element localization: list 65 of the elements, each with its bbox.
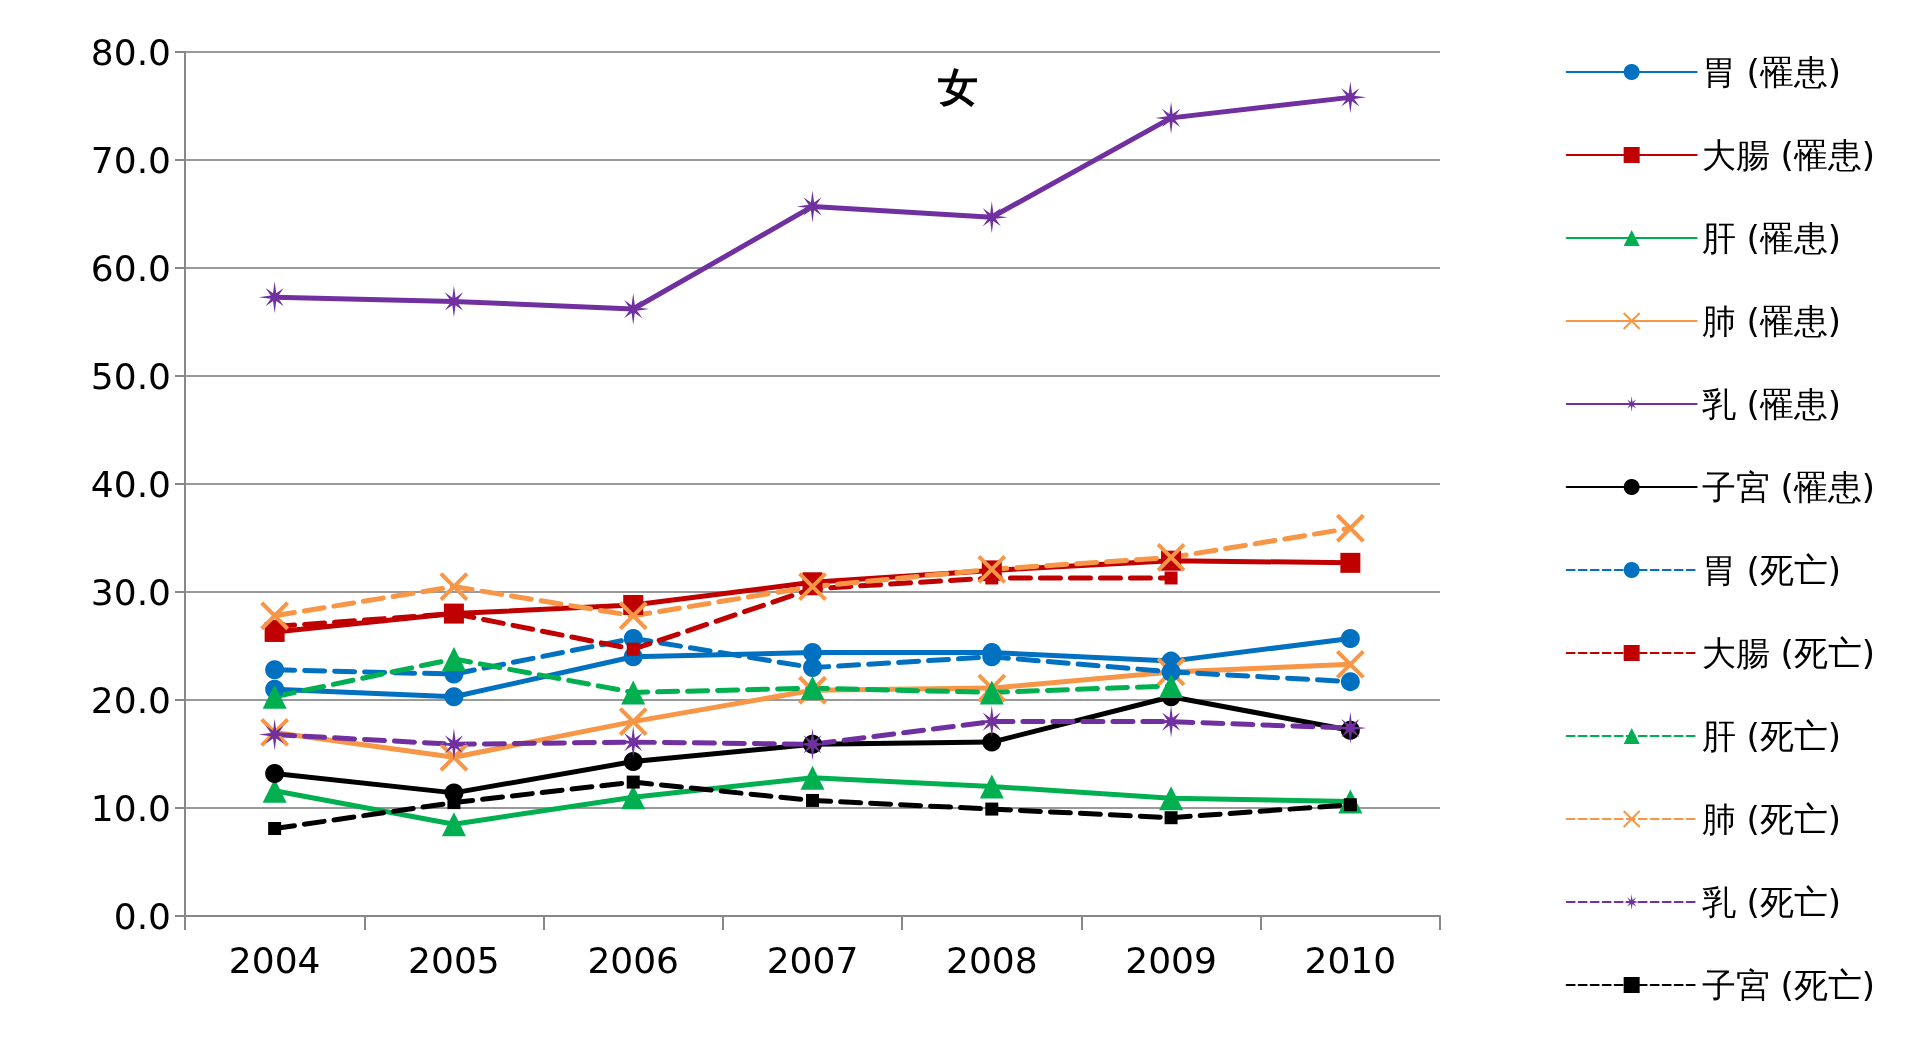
chart-title: 女 (938, 64, 978, 110)
point (1335, 513, 1366, 544)
point (618, 706, 649, 737)
point (1340, 672, 1360, 692)
point (623, 752, 643, 772)
x-tick-label: 2005 (408, 939, 500, 981)
point (979, 774, 1004, 799)
point (1159, 786, 1184, 811)
point (618, 600, 649, 631)
legend-label: 乳 (死亡) (1701, 882, 1842, 922)
point (1340, 552, 1361, 573)
point (1340, 628, 1360, 648)
point (985, 802, 999, 816)
y-tick-label: 70.0 (90, 139, 171, 181)
point (803, 658, 822, 678)
legend-label: 肺 (罹患) (1701, 301, 1842, 341)
point (626, 642, 640, 656)
x-tick-label: 2008 (945, 939, 1038, 981)
legend-label: 乳 (罹患) (1701, 384, 1842, 424)
point (259, 600, 290, 631)
point (441, 812, 466, 837)
legend-label: 肺 (死亡) (1701, 799, 1842, 839)
point (444, 687, 464, 707)
point (626, 775, 640, 789)
point (797, 571, 828, 602)
point (621, 680, 646, 705)
y-tick-label: 50.0 (90, 355, 171, 397)
legend-label: 肝 (罹患) (1701, 218, 1842, 258)
point (806, 793, 819, 807)
x-tick-label: 2009 (1125, 939, 1217, 981)
point (438, 571, 469, 602)
legend-label: 肝 (死亡) (1701, 716, 1842, 756)
x-tick-label: 2007 (766, 939, 859, 981)
point (265, 763, 285, 783)
point (1159, 673, 1184, 698)
y-tick-label: 80.0 (90, 31, 171, 73)
point (1164, 571, 1178, 585)
point (268, 822, 282, 836)
y-tick-label: 20.0 (90, 679, 171, 721)
point (979, 680, 1004, 705)
legend-label: 子宮 (死亡) (1701, 965, 1876, 1005)
point (441, 646, 466, 671)
point (1156, 542, 1187, 573)
point (1335, 649, 1366, 680)
legend-label: 胃 (死亡) (1701, 550, 1842, 590)
y-tick-label: 0.0 (113, 895, 171, 937)
y-tick-label: 40.0 (90, 463, 171, 505)
legend-label: 大腸 (罹患) (1701, 135, 1876, 175)
point (265, 660, 285, 680)
legend-label: 大腸 (死亡) (1701, 633, 1876, 673)
point (982, 732, 1002, 752)
y-tick-label: 60.0 (90, 247, 171, 289)
point (1334, 81, 1367, 114)
x-tick-label: 2010 (1304, 939, 1397, 981)
x-tick-label: 2004 (228, 939, 321, 981)
point (1164, 811, 1178, 825)
legend-label: 胃 (罹患) (1701, 52, 1842, 92)
point (1161, 662, 1181, 682)
y-tick-label: 10.0 (90, 787, 171, 829)
point (800, 765, 825, 790)
point (262, 684, 287, 709)
y-tick-label: 30.0 (90, 571, 171, 613)
point (976, 554, 1007, 585)
x-tick-label: 2006 (587, 939, 680, 981)
legend-label: 子宮 (罹患) (1701, 467, 1876, 507)
